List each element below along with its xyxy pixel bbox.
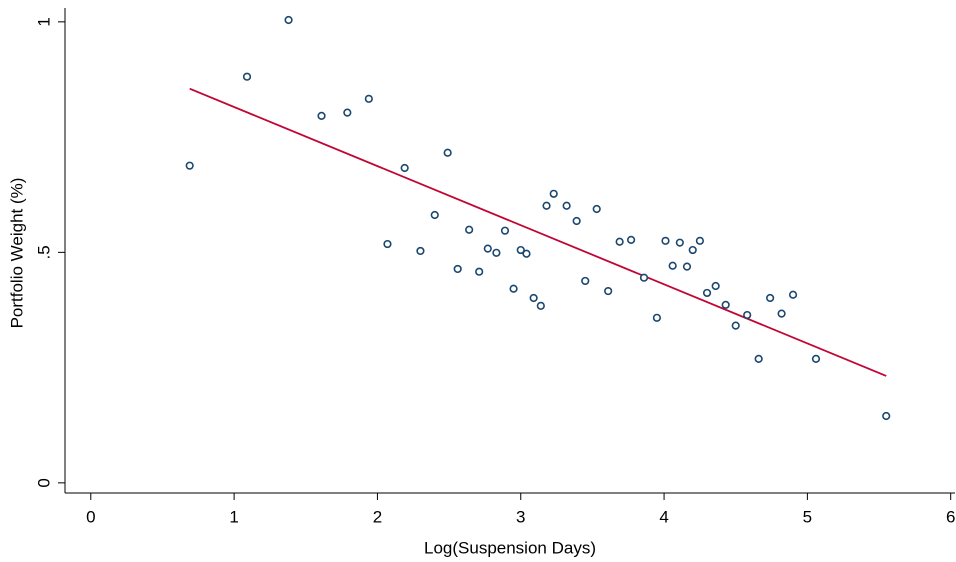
point [542, 201, 551, 210]
point [400, 163, 409, 173]
point [882, 411, 891, 421]
x-tick-label: 3 [516, 507, 525, 526]
point [639, 273, 649, 282]
fit-line [189, 87, 887, 377]
x-tick-label: 0 [86, 507, 95, 526]
point [743, 310, 752, 320]
point [731, 321, 740, 330]
point [721, 300, 730, 310]
point [702, 288, 712, 298]
point [465, 225, 474, 234]
point [483, 244, 492, 253]
point [284, 15, 293, 25]
point [536, 301, 545, 310]
point [754, 354, 763, 363]
y-tick-label: 0 [34, 478, 53, 487]
point [675, 238, 684, 247]
point [592, 204, 601, 214]
point [453, 264, 462, 274]
point [475, 267, 484, 276]
point [549, 189, 558, 198]
point [430, 210, 439, 220]
point [562, 201, 571, 210]
x-axis-title: Log(Suspension Days) [424, 538, 596, 557]
point [529, 293, 538, 303]
point [661, 236, 670, 245]
point [516, 245, 525, 255]
x-tick-label: 2 [373, 507, 382, 526]
y-tick-label: .5 [34, 245, 53, 259]
point [343, 108, 352, 117]
point [604, 286, 613, 296]
point [777, 309, 786, 318]
point [711, 281, 720, 291]
point [383, 239, 392, 249]
point [627, 235, 636, 244]
point [688, 245, 697, 255]
point [242, 72, 252, 81]
point [416, 246, 425, 256]
point [509, 284, 518, 293]
point [572, 216, 581, 226]
x-tick-label: 6 [946, 507, 955, 526]
y-axis-title: Portfolio Weight (%) [7, 178, 26, 329]
y-tick-label: 1 [34, 17, 53, 26]
point [317, 111, 326, 120]
point [185, 161, 194, 170]
point [492, 248, 501, 257]
point [788, 290, 798, 299]
point [443, 148, 452, 157]
point [500, 226, 510, 235]
point [766, 293, 775, 303]
point [615, 237, 624, 246]
point [581, 276, 590, 286]
point [652, 313, 662, 322]
x-tick-label: 4 [659, 507, 668, 526]
x-tick-label: 5 [803, 507, 812, 526]
point [682, 262, 692, 271]
point [522, 249, 531, 258]
point [668, 261, 677, 270]
point [364, 94, 373, 103]
x-tick-label: 1 [229, 507, 238, 526]
point [695, 236, 704, 245]
point [811, 354, 821, 363]
